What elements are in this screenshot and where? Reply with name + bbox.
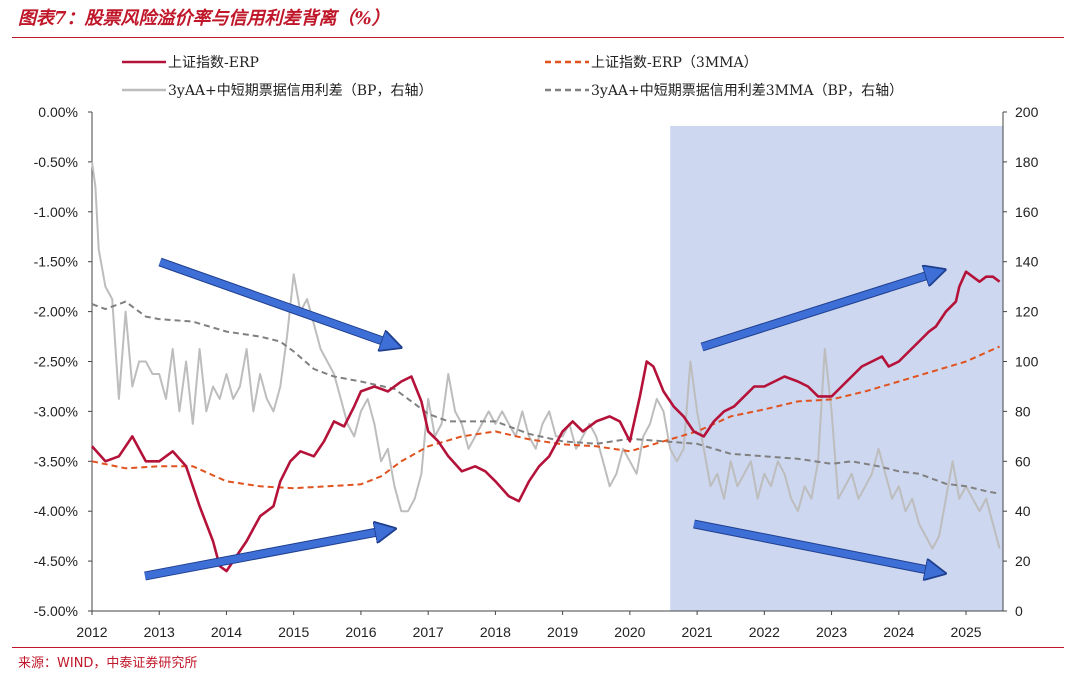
- right-tick-label: 60: [1015, 453, 1031, 469]
- x-tick-label: 2021: [682, 624, 713, 640]
- series-line-3: [91, 300, 1000, 495]
- trend-arrow: [700, 272, 938, 351]
- right-tick-label: 80: [1015, 403, 1031, 419]
- series-line-0: [91, 270, 1001, 573]
- x-tick-label: 2023: [816, 624, 847, 640]
- left-tick-label: 0.00%: [38, 104, 78, 120]
- x-tick-label: 2014: [211, 624, 242, 640]
- series-line-2: [91, 161, 1001, 550]
- source-note: 来源：WIND，中泰证券研究所: [18, 656, 198, 671]
- left-tick-label: -4.00%: [34, 503, 78, 519]
- x-tick-label: 2022: [749, 624, 780, 640]
- trend-arrow: [158, 258, 394, 345]
- left-tick-label: -1.00%: [34, 204, 78, 220]
- x-tick-label: 2015: [278, 624, 309, 640]
- left-tick-label: -4.50%: [34, 553, 78, 569]
- trend-arrow: [144, 530, 388, 580]
- x-tick-label: 2019: [547, 624, 578, 640]
- right-tick-label: 180: [1015, 154, 1039, 170]
- x-tick-label: 2012: [76, 624, 107, 640]
- left-tick-label: -2.50%: [34, 354, 78, 370]
- legend-label: 3yAA+中短期票据信用利差（BP，右轴）: [168, 83, 432, 99]
- right-tick-label: 160: [1015, 204, 1039, 220]
- x-tick-label: 2017: [413, 624, 444, 640]
- chart-title: 图表7：股票风险溢价率与信用利差背离（%）: [18, 8, 390, 29]
- source-divider: [12, 647, 1064, 648]
- right-tick-label: 20: [1015, 553, 1031, 569]
- shaded-region: [670, 126, 1003, 611]
- legend-label: 上证指数-ERP（3MMA）: [591, 55, 758, 71]
- right-tick-label: 40: [1015, 503, 1031, 519]
- right-tick-label: 200: [1015, 104, 1039, 120]
- legend-label: 上证指数-ERP: [168, 55, 259, 71]
- left-tick-label: -3.00%: [34, 403, 78, 419]
- x-tick-label: 2016: [345, 624, 376, 640]
- left-tick-label: -3.50%: [34, 453, 78, 469]
- x-tick-label: 2020: [614, 624, 645, 640]
- x-tick-label: 2013: [144, 624, 175, 640]
- x-tick-label: 2018: [480, 624, 511, 640]
- x-tick-label: 2025: [950, 624, 981, 640]
- left-tick-label: -5.00%: [34, 603, 78, 619]
- series-line-1: [91, 345, 1001, 490]
- right-tick-label: 100: [1015, 354, 1039, 370]
- right-tick-label: 0: [1015, 603, 1023, 619]
- right-tick-label: 120: [1015, 304, 1039, 320]
- left-tick-label: -2.00%: [34, 304, 78, 320]
- left-tick-label: -1.50%: [34, 254, 78, 270]
- left-tick-label: -0.50%: [34, 154, 78, 170]
- title-divider: [12, 37, 1064, 38]
- right-tick-label: 140: [1015, 254, 1039, 270]
- x-tick-label: 2024: [883, 624, 914, 640]
- trend-arrow: [693, 520, 938, 572]
- legend-label: 3yAA+中短期票据信用利差3MMA（BP，右轴）: [591, 83, 903, 99]
